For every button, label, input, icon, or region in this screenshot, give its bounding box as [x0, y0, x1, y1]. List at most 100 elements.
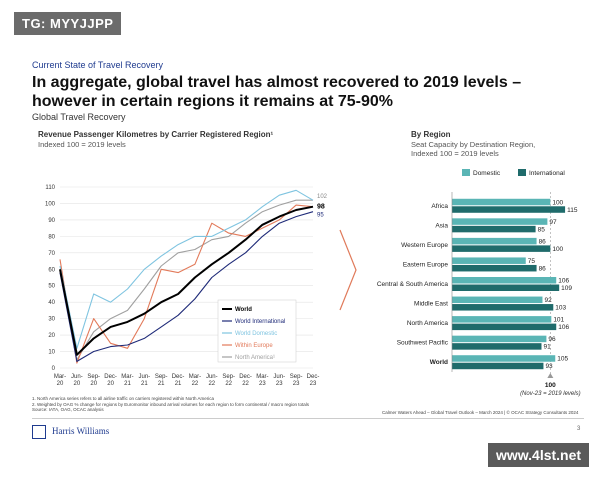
- bar-value-label: 86: [539, 265, 547, 272]
- reference-label: (Nov-23 = 2019 levels): [520, 391, 581, 397]
- subhead: Global Travel Recovery: [32, 112, 126, 122]
- bar-domestic: [452, 198, 551, 206]
- category-label: Asia: [435, 222, 448, 229]
- y-tick-label: 110: [45, 185, 55, 191]
- x-tick-label: Mar-: [189, 374, 201, 380]
- bar-domestic: [452, 237, 537, 245]
- bar-international: [452, 304, 554, 311]
- end-label: 95: [317, 213, 324, 219]
- end-label: 102: [317, 194, 328, 200]
- y-tick-label: 100: [45, 201, 56, 207]
- x-tick-label: 22: [192, 381, 199, 387]
- bar-value-label: 100: [552, 199, 563, 206]
- line-chart-subtitle: Indexed 100 = 2019 levels: [38, 140, 126, 149]
- reference-marker-icon: [547, 373, 554, 378]
- watermark-top-left: TG: MYYJJPP: [14, 12, 122, 35]
- legend-swatch-international: [518, 169, 526, 176]
- x-tick-label: 20: [90, 381, 97, 387]
- y-tick-label: 40: [48, 300, 55, 306]
- legend-label-international: International: [529, 170, 565, 177]
- x-tick-label: Jun-: [206, 374, 218, 380]
- y-tick-label: 60: [48, 267, 55, 273]
- x-tick-label: Jun-: [138, 374, 150, 380]
- bar-international: [452, 323, 557, 331]
- x-tick-label: Dec-: [172, 374, 185, 380]
- bar-value-label: 86: [539, 238, 547, 245]
- logo-mark-icon: [32, 425, 46, 439]
- bar-domestic: [452, 316, 552, 323]
- footnotes: 1. North America series refers to all ai…: [32, 396, 352, 413]
- series-line-world-domestic: [59, 189, 314, 349]
- x-tick-label: Dec-: [239, 374, 252, 380]
- x-tick-label: Sep-: [87, 374, 100, 380]
- x-tick-label: 23: [259, 381, 266, 387]
- category-label: Central & South America: [377, 281, 449, 288]
- kicker: Current State of Travel Recovery: [32, 60, 164, 70]
- x-tick-label: 22: [225, 381, 232, 387]
- x-tick-label: Dec-: [104, 374, 117, 380]
- footnote-2: 2. Weighted by OAG % change for regions …: [32, 401, 310, 407]
- legend-label: World International: [235, 319, 285, 325]
- bar-international: [452, 362, 544, 370]
- x-tick-label: 20: [57, 381, 64, 387]
- page-number: 3: [577, 426, 581, 432]
- reference-value: 100: [545, 382, 556, 389]
- bar-chart-title: By Region: [411, 130, 451, 139]
- x-tick-label: 20: [74, 381, 81, 387]
- end-label: 98: [317, 204, 325, 211]
- footnote-1: 1. North America series refers to all ai…: [32, 396, 214, 401]
- x-tick-label: 22: [242, 381, 249, 387]
- bar-value-label: 93: [545, 363, 553, 370]
- series-line-within-europe: [59, 204, 314, 364]
- x-tick-label: 21: [141, 381, 148, 387]
- bar-international: [452, 264, 537, 272]
- x-tick-label: Jun-: [71, 374, 83, 380]
- headline: In aggregate, global travel has almost r…: [32, 74, 522, 110]
- legend-label-domestic: Domestic: [473, 170, 501, 177]
- bar-domestic: [452, 335, 547, 343]
- legend-swatch-domestic: [462, 169, 470, 176]
- bottom-divider: [32, 418, 584, 419]
- bar-international: [452, 343, 542, 350]
- bar-domestic: [452, 296, 543, 304]
- legend-label: Within Europe: [235, 343, 273, 349]
- category-label: Western Europe: [401, 242, 448, 249]
- legend-label: World Domestic: [235, 331, 277, 337]
- x-tick-label: Dec-: [307, 374, 320, 380]
- x-tick-label: 23: [276, 381, 283, 387]
- bar-international: [452, 284, 560, 291]
- category-label: North America: [407, 320, 449, 327]
- bar-value-label: 100: [552, 246, 563, 253]
- footnote-source: Source: IATA, OAG, OCAC analysis: [32, 407, 104, 412]
- category-label: World: [430, 359, 448, 366]
- line-chart-title: Revenue Passenger Kilometres by Carrier …: [38, 130, 274, 139]
- series-line-north-america: [59, 199, 313, 361]
- y-tick-label: 20: [48, 333, 55, 339]
- category-label: Eastern Europe: [403, 261, 449, 268]
- bar-value-label: 106: [558, 324, 569, 331]
- x-tick-label: 21: [124, 381, 131, 387]
- category-label: Africa: [431, 203, 448, 210]
- x-tick-label: 21: [158, 381, 165, 387]
- bar-value-label: 103: [555, 305, 566, 312]
- series-line-world: [59, 205, 314, 356]
- bar-chart-subtitle: Seat Capacity by Destination Region, Ind…: [411, 140, 536, 158]
- bar-value-label: 96: [548, 336, 556, 343]
- logo-text: Harris Williams: [52, 426, 110, 436]
- bar-international: [452, 225, 536, 233]
- bar-domestic: [452, 218, 548, 225]
- x-tick-label: Sep-: [290, 374, 303, 380]
- y-tick-label: 0: [52, 366, 56, 372]
- y-tick-label: 30: [48, 317, 55, 323]
- bar-value-label: 101: [553, 317, 564, 324]
- y-tick-label: 70: [48, 251, 55, 257]
- x-tick-label: 20: [107, 381, 114, 387]
- x-tick-label: Sep-: [155, 374, 168, 380]
- bar-value-label: 92: [544, 297, 552, 304]
- legend-box: [217, 299, 297, 363]
- bar-international: [452, 206, 566, 213]
- bar-value-label: 97: [549, 219, 557, 226]
- bar-domestic: [452, 277, 557, 284]
- x-tick-label: 23: [293, 381, 300, 387]
- y-tick-label: 10: [48, 350, 55, 356]
